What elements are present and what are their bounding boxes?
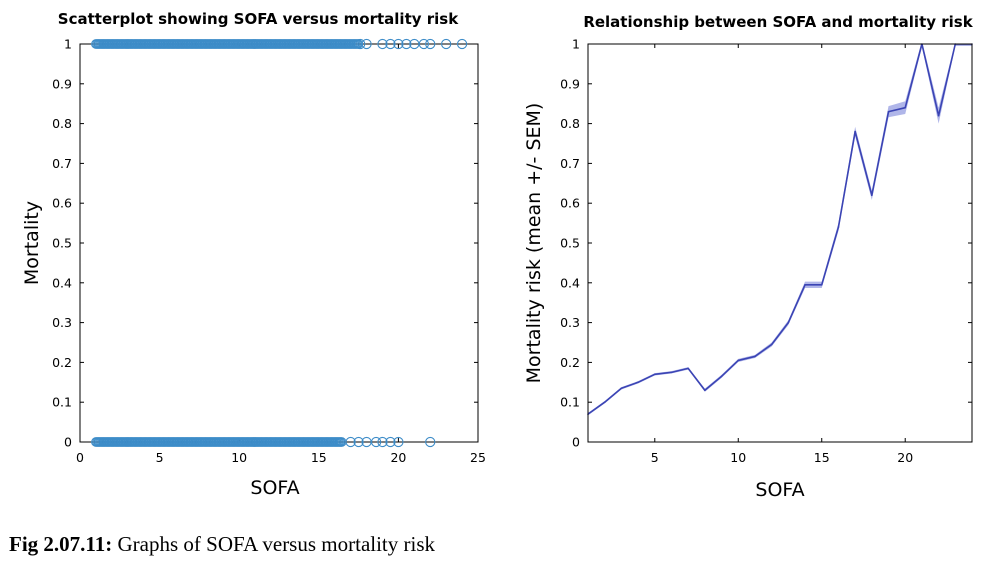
line-data-point: [687, 367, 689, 370]
line-y-tick-label: 0.2: [560, 355, 580, 370]
line-y-tick-label: 0.9: [560, 76, 580, 91]
scatter-x-tick-label: 20: [390, 450, 406, 465]
line-x-tick-label: 15: [814, 450, 830, 465]
scatter-point: [377, 38, 388, 50]
line-data-point: [904, 106, 907, 109]
scatter-point: [361, 38, 372, 50]
scatter-y-tick-label: 0.9: [52, 76, 72, 91]
scatter-y-tick-label: 0.8: [52, 116, 72, 131]
line-plot-frame: [587, 43, 973, 443]
line-data-point: [754, 355, 756, 358]
line-data-point: [670, 371, 673, 374]
scatter-x-tick-label: 15: [311, 450, 327, 465]
scatter-y-tick-label: 0: [64, 435, 72, 450]
scatter-y-tick-label: 0.7: [52, 156, 72, 171]
scatter-y-axis-label: Mortality: [21, 201, 43, 285]
scatter-point: [393, 38, 404, 50]
line-data-point: [737, 359, 740, 362]
scatter-y-tick-label: 0.1: [52, 395, 72, 410]
line-y-tick-label: 0.1: [560, 395, 580, 410]
line-y-tick-label: 0.8: [560, 116, 580, 131]
scatter-point: [353, 436, 364, 448]
figure-charts: Scatterplot showing SOFA versus mortalit…: [21, 10, 974, 501]
scatter-point: [401, 38, 412, 50]
scatter-y-tick-label: 0.3: [52, 315, 72, 330]
line-x-axis-label: SOFA: [755, 479, 804, 501]
scatter-point: [370, 436, 382, 448]
scatter-y-tick-label: 0.6: [52, 196, 72, 211]
scatter-point: [441, 38, 452, 50]
line-y-tick-label: 0.4: [560, 275, 580, 290]
line-y-tick-label: 1: [572, 37, 580, 52]
line-x-tick-label: 5: [651, 450, 659, 465]
line-data-point: [837, 226, 840, 228]
scatter-x-tick-label: 10: [231, 450, 247, 465]
scatter-point: [456, 38, 468, 50]
scatter-chart: Scatterplot showing SOFA versus mortalit…: [21, 10, 486, 499]
line-title: Relationship between SOFA and mortality …: [583, 13, 973, 31]
line-y-tick-label: 0: [572, 435, 580, 450]
scatter-y-tick-label: 0.2: [52, 355, 72, 370]
line-y-tick-label: 0.6: [560, 196, 580, 211]
scatter-y-tick-label: 0.5: [52, 236, 72, 251]
sem-band: [588, 44, 972, 416]
scatter-point: [385, 436, 396, 448]
line-data-point: [854, 130, 856, 133]
line-chart: Relationship between SOFA and mortality …: [523, 13, 974, 501]
scatter-x-tick-label: 5: [156, 450, 164, 465]
line-x-tick-label: 10: [730, 450, 746, 465]
line-data-point: [937, 114, 940, 117]
scatter-point: [418, 38, 430, 50]
line-data-point: [887, 110, 890, 113]
figure-caption: Fig 2.07.11: Graphs of SOFA versus morta…: [9, 532, 435, 557]
line-data-point: [871, 194, 873, 197]
line-data-point: [653, 373, 656, 376]
scatter-point: [425, 38, 436, 50]
line-y-tick-label: 0.7: [560, 156, 580, 171]
line-x-tick-label: 20: [897, 450, 913, 465]
line-data-point: [603, 401, 606, 404]
mortality-risk-line: [588, 44, 972, 415]
line-y-axis-label: Mortality risk (mean +/- SEM): [523, 103, 545, 384]
scatter-point: [393, 436, 404, 448]
line-data-point: [820, 283, 823, 286]
scatter-x-axis-label: SOFA: [250, 477, 299, 499]
line-data-point: [620, 387, 623, 390]
scatter-point: [377, 436, 388, 448]
caption-label: Fig 2.07.11:: [9, 532, 113, 556]
scatter-x-tick-label: 25: [470, 450, 486, 465]
line-y-tick-label: 0.3: [560, 315, 580, 330]
scatter-x-tick-label: 0: [76, 450, 84, 465]
scatter-point: [355, 38, 366, 50]
scatter-y-tick-label: 0.4: [52, 275, 72, 290]
line-data-point: [637, 381, 639, 384]
scatter-point: [385, 38, 396, 50]
scatter-y-tick-label: 1: [64, 37, 72, 52]
line-data-point: [704, 389, 706, 392]
line-data-point: [720, 375, 723, 378]
caption-text: Graphs of SOFA versus mortality risk: [112, 532, 436, 556]
scatter-point: [425, 436, 436, 448]
scatter-plot-frame: [79, 43, 479, 443]
scatter-title: Scatterplot showing SOFA versus mortalit…: [58, 10, 459, 28]
line-data-point: [770, 343, 773, 346]
line-y-tick-label: 0.5: [560, 236, 580, 251]
scatter-point: [345, 436, 356, 448]
line-data-point: [804, 283, 806, 286]
line-data-point: [787, 321, 790, 324]
